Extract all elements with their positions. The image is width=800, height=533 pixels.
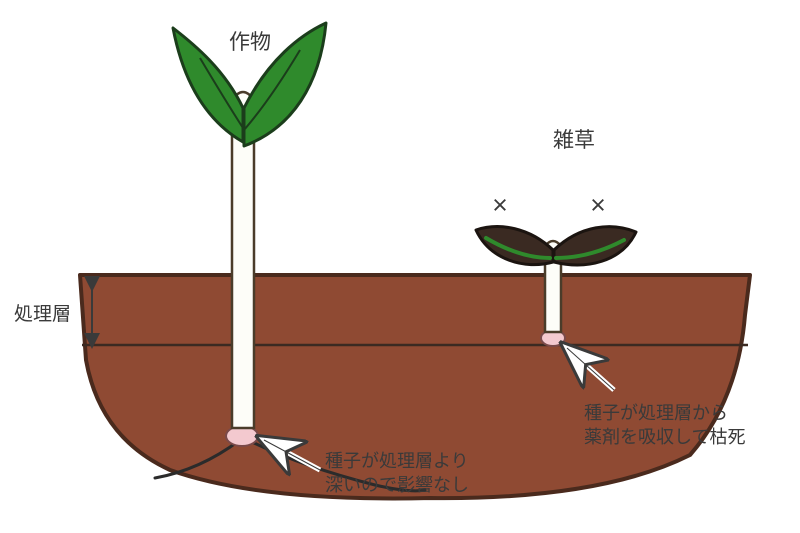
x-mark-icon: × bbox=[589, 193, 607, 217]
treatment-layer-label: 処理層 bbox=[14, 300, 71, 326]
weed-note: 種子が処理層から 薬剤を吸収して枯死 bbox=[584, 400, 745, 449]
crop-title: 作物 bbox=[229, 27, 271, 55]
weed-title: 雑草 bbox=[553, 125, 595, 153]
diagram-stage: 作物 雑草 処理層 種子が処理層より 深いので影響なし 種子が処理層から 薬剤を… bbox=[0, 0, 800, 533]
crop-note: 種子が処理層より 深いので影響なし bbox=[325, 448, 469, 497]
x-mark-icon: × bbox=[491, 193, 509, 217]
